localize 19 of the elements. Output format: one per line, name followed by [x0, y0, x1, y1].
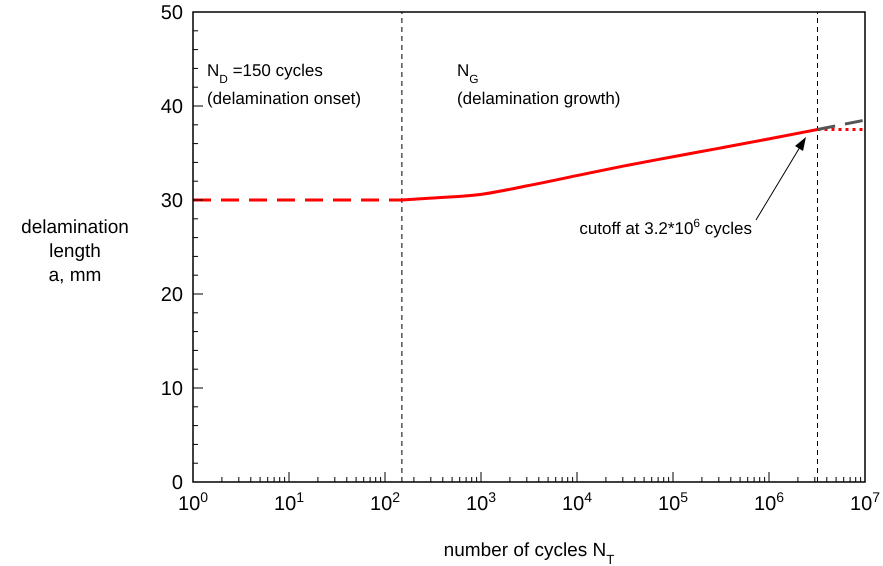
- annotation: N$_{G}$: [457, 61, 479, 86]
- x-axis-title: number of cycles N$_{T}$: [444, 540, 614, 566]
- y-tick-label: 10: [160, 378, 183, 400]
- y-tick-label: 20: [160, 284, 183, 306]
- annotation: (delamination onset): [207, 89, 362, 108]
- y-axis-title: delamination length a, mm: [21, 217, 129, 286]
- x-tick-label: 10$^{6}$: [754, 489, 784, 515]
- x-tick-label: 10$^{4}$: [562, 489, 592, 515]
- x-tick-label: 10$^{5}$: [658, 489, 688, 515]
- x-tick-label: 10$^{2}$: [370, 489, 400, 515]
- x-tick-label: 10$^{1}$: [274, 489, 304, 515]
- y-tick-label: 50: [160, 2, 183, 24]
- y-tick-label: 40: [160, 96, 183, 118]
- annotation: N$_{D}$ =150 cycles: [207, 61, 323, 86]
- y-tick-label: 30: [160, 190, 183, 212]
- x-tick-label: 10$^{3}$: [466, 489, 496, 515]
- annotation: cutoff at 3.2*10$^{6}$ cycles: [579, 216, 752, 238]
- x-tick-label: 10$^{7}$: [850, 489, 880, 515]
- annotation: (delamination growth): [457, 89, 620, 108]
